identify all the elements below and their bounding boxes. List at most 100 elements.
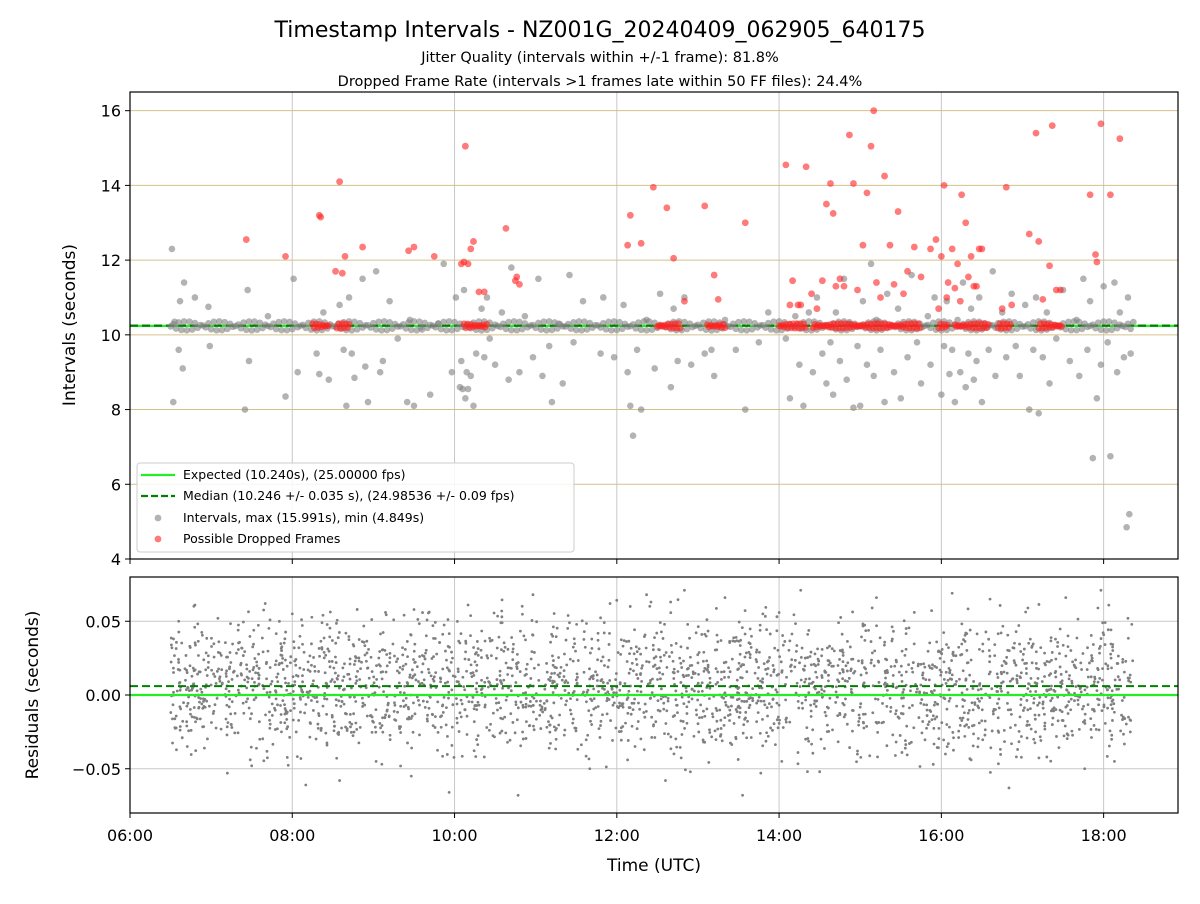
interval-dot bbox=[426, 391, 434, 398]
residual-dot bbox=[1122, 742, 1126, 746]
residual-dot bbox=[1090, 654, 1093, 657]
residual-dot bbox=[595, 673, 599, 677]
residual-dot bbox=[950, 659, 954, 662]
interval-dot bbox=[215, 318, 223, 325]
residual-dot bbox=[629, 712, 633, 716]
chart-subtitle-jitter: Jitter Quality (intervals within +/-1 fr… bbox=[420, 50, 779, 66]
residual-dot bbox=[392, 709, 396, 713]
residual-dot bbox=[332, 729, 336, 733]
residual-dot bbox=[568, 657, 572, 661]
residual-dot bbox=[262, 687, 266, 690]
interval-dot bbox=[348, 350, 356, 357]
residual-dot bbox=[695, 713, 699, 717]
residual-dot bbox=[324, 731, 328, 735]
residual-dot bbox=[417, 698, 420, 702]
residual-dot bbox=[699, 703, 703, 707]
residual-dot bbox=[575, 698, 579, 702]
interval-dot bbox=[417, 324, 425, 331]
residual-dot bbox=[630, 661, 634, 665]
residual-dot bbox=[894, 709, 898, 713]
residual-dot bbox=[413, 642, 417, 646]
residual-dot bbox=[716, 640, 720, 644]
residual-dot bbox=[945, 643, 948, 646]
residual-dot bbox=[317, 714, 321, 718]
residual-dot bbox=[946, 678, 950, 682]
residual-dot bbox=[435, 652, 439, 656]
residual-dot bbox=[740, 699, 744, 703]
interval-dot bbox=[770, 318, 777, 325]
residual-dot bbox=[472, 749, 476, 753]
residual-dot bbox=[662, 653, 666, 657]
interval-dot bbox=[386, 318, 393, 326]
residual-dot bbox=[624, 721, 627, 725]
residual-dot bbox=[343, 662, 346, 666]
residual-dot bbox=[981, 649, 985, 653]
legend-box bbox=[136, 462, 575, 553]
residual-dot bbox=[476, 653, 480, 657]
residual-dot bbox=[218, 677, 221, 681]
residual-dot bbox=[287, 682, 290, 685]
residual-dot bbox=[1085, 668, 1089, 671]
residual-dot bbox=[1065, 688, 1069, 692]
residual-dot bbox=[877, 680, 881, 684]
residual-dot bbox=[1089, 728, 1093, 731]
residual-dot bbox=[993, 643, 997, 646]
residual-dot bbox=[432, 655, 435, 659]
residual-dot bbox=[977, 721, 981, 725]
residual-dot bbox=[262, 608, 266, 612]
residual-dot bbox=[1109, 628, 1113, 632]
residual-dot bbox=[838, 671, 842, 675]
residual-dot bbox=[552, 725, 556, 729]
residual-dot bbox=[402, 699, 405, 703]
residual-dot bbox=[627, 671, 631, 675]
residual-dot bbox=[347, 635, 351, 638]
residual-dot bbox=[1101, 621, 1105, 625]
residual-dot bbox=[351, 643, 355, 646]
residual-dot bbox=[415, 665, 419, 669]
residual-dot bbox=[489, 654, 493, 658]
residual-dot bbox=[765, 731, 769, 735]
residual-dot bbox=[588, 767, 592, 771]
residual-dot bbox=[1025, 724, 1029, 727]
residual-dot bbox=[631, 708, 635, 712]
dropped-dot bbox=[516, 281, 523, 288]
residual-dot bbox=[714, 682, 718, 686]
dropped-dot bbox=[823, 200, 830, 208]
residual-dot bbox=[545, 670, 549, 674]
interval-dot bbox=[735, 318, 742, 326]
residual-dot bbox=[551, 663, 555, 667]
residual-dot bbox=[876, 697, 880, 701]
residual-dot bbox=[1026, 708, 1030, 712]
residual-dot bbox=[903, 746, 907, 750]
residual-dot bbox=[511, 650, 515, 654]
residual-dot bbox=[797, 706, 801, 710]
residual-dot bbox=[952, 736, 955, 740]
residual-dot bbox=[209, 683, 213, 687]
residual-dot bbox=[651, 648, 655, 652]
residual-dot bbox=[900, 679, 904, 683]
residual-dot bbox=[336, 674, 340, 678]
residual-dot bbox=[708, 676, 712, 680]
dropped-dot bbox=[813, 305, 821, 313]
residual-dot bbox=[458, 641, 462, 645]
residual-dot bbox=[459, 698, 463, 702]
residual-dot bbox=[627, 689, 631, 693]
residual-dot bbox=[330, 678, 334, 681]
residual-dot bbox=[328, 610, 332, 614]
residual-dot bbox=[757, 666, 761, 669]
residual-dot bbox=[611, 739, 614, 742]
residual-dot bbox=[495, 646, 499, 650]
residual-dot bbox=[976, 697, 980, 701]
residual-dot bbox=[826, 706, 830, 710]
residual-dot bbox=[653, 636, 656, 640]
top-y-axis-label: Intervals (seconds) bbox=[60, 244, 80, 406]
interval-dot bbox=[175, 346, 182, 354]
dropped-dot bbox=[827, 180, 834, 187]
residual-dot bbox=[714, 667, 718, 671]
residual-dot bbox=[175, 748, 178, 752]
residual-dot bbox=[737, 715, 741, 719]
interval-dot bbox=[946, 370, 953, 378]
residual-dot bbox=[1106, 664, 1110, 668]
dropped-dot bbox=[681, 297, 688, 305]
residual-dot bbox=[444, 723, 448, 727]
